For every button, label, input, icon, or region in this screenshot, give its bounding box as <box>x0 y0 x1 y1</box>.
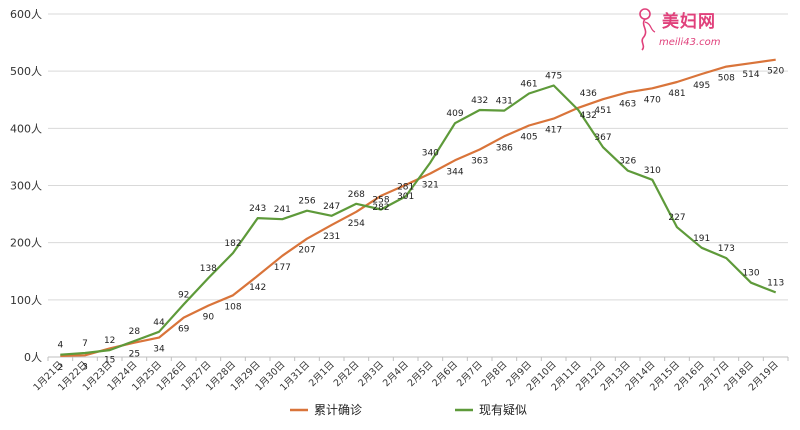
data-label-suspected: 258 <box>372 196 389 206</box>
data-label-confirmed: 254 <box>348 219 365 229</box>
data-label-confirmed: 301 <box>397 192 414 202</box>
x-tick-label: 2月5日 <box>406 359 436 389</box>
data-label-suspected: 243 <box>249 204 266 214</box>
data-label-confirmed: 451 <box>594 106 611 116</box>
data-label-suspected: 310 <box>644 166 661 176</box>
x-tick-label: 2月8日 <box>480 359 510 389</box>
data-label-confirmed: 386 <box>496 143 513 153</box>
data-label-confirmed: 470 <box>644 95 661 105</box>
data-label-suspected: 475 <box>545 71 562 81</box>
y-tick-label: 500人 <box>10 65 42 78</box>
x-tick-label: 2月7日 <box>455 359 485 389</box>
data-label-confirmed: 344 <box>446 167 463 177</box>
x-tick-label: 2月6日 <box>430 359 460 389</box>
data-label-confirmed: 34 <box>153 345 165 355</box>
data-label-confirmed: 90 <box>203 313 215 323</box>
data-label-suspected: 138 <box>200 264 217 274</box>
x-tick-label: 2月4日 <box>381 359 411 389</box>
data-label-suspected: 461 <box>520 79 537 89</box>
data-label-suspected: 432 <box>471 96 488 106</box>
y-tick-label: 400人 <box>10 122 42 135</box>
data-label-confirmed: 2 <box>57 363 63 373</box>
data-label-confirmed: 514 <box>742 70 759 80</box>
data-label-confirmed: 207 <box>298 246 315 256</box>
data-label-suspected: 92 <box>178 290 189 300</box>
data-label-confirmed: 108 <box>224 302 241 312</box>
watermark-figure-icon <box>639 8 656 51</box>
data-label-suspected: 432 <box>580 111 597 121</box>
x-tick-label: 2月2日 <box>332 359 362 389</box>
data-label-suspected: 247 <box>323 202 340 212</box>
data-label-confirmed: 231 <box>323 232 340 242</box>
data-label-suspected: 256 <box>298 197 315 207</box>
data-label-confirmed: 3 <box>82 362 88 372</box>
series-lines <box>60 58 777 357</box>
data-label-suspected: 191 <box>693 234 710 244</box>
data-label-confirmed: 282 <box>372 203 389 213</box>
watermark-name: 美妇网 <box>662 11 716 32</box>
data-label-confirmed: 520 <box>767 67 784 77</box>
data-label-suspected: 28 <box>129 327 141 337</box>
data-label-confirmed: 321 <box>422 180 439 190</box>
y-tick-label: 100人 <box>10 294 42 307</box>
y-axis: 0人 100人 200人 300人 400人 500人 600人 <box>10 8 42 364</box>
data-label-suspected: 182 <box>224 239 241 249</box>
y-tick-label: 0人 <box>24 351 42 364</box>
x-tick-label: 2月1日 <box>307 359 337 389</box>
data-label-suspected: 241 <box>274 205 291 215</box>
legend-label-1: 累计确诊 <box>314 403 362 417</box>
gridlines <box>48 13 788 358</box>
x-tick-label: 2月3日 <box>356 359 386 389</box>
watermark-logo: 美妇网 meili43.com <box>639 8 721 51</box>
legend-label-2: 现有疑似 <box>479 402 527 417</box>
data-label-suspected: 268 <box>348 190 365 200</box>
y-tick-label: 300人 <box>10 180 42 193</box>
data-label-suspected: 326 <box>619 157 636 167</box>
data-label-confirmed: 15 <box>104 355 115 365</box>
watermark-url: meili43.com <box>659 37 721 48</box>
series-line-1 <box>60 58 776 357</box>
data-label-confirmed: 25 <box>129 350 140 360</box>
data-label-suspected: 113 <box>767 278 784 288</box>
data-label-confirmed: 142 <box>249 283 266 293</box>
data-label-suspected: 44 <box>153 318 165 328</box>
data-label-confirmed: 495 <box>693 81 710 91</box>
data-label-suspected: 431 <box>496 97 513 107</box>
data-label-confirmed: 417 <box>545 126 562 136</box>
data-label-suspected: 173 <box>718 244 735 254</box>
y-tick-label: 600人 <box>10 8 42 21</box>
data-label-suspected: 12 <box>104 336 115 346</box>
x-axis: 1月21日1月22日1月23日1月24日1月25日1月26日1月27日1月28日… <box>31 356 789 393</box>
y-tick-label: 200人 <box>10 237 42 250</box>
data-label-suspected: 409 <box>446 109 463 119</box>
data-label-suspected: 4 <box>57 341 63 351</box>
data-label-confirmed: 508 <box>718 74 735 84</box>
data-label-suspected: 367 <box>594 133 611 143</box>
data-label-confirmed: 69 <box>178 325 190 335</box>
data-label-confirmed: 463 <box>619 99 636 109</box>
data-label-suspected: 7 <box>82 339 88 349</box>
data-label-suspected: 130 <box>742 269 759 279</box>
data-label-confirmed: 481 <box>668 89 685 99</box>
data-label-suspected: 281 <box>397 182 414 192</box>
data-label-confirmed: 436 <box>580 89 597 99</box>
data-label-confirmed: 177 <box>274 263 291 273</box>
legend: 累计确诊 现有疑似 <box>290 402 527 417</box>
data-label-confirmed: 363 <box>471 156 488 166</box>
data-label-suspected: 227 <box>668 213 685 223</box>
series-line-2 <box>60 84 777 356</box>
data-label-suspected: 340 <box>422 149 439 159</box>
data-label-confirmed: 405 <box>520 132 537 142</box>
